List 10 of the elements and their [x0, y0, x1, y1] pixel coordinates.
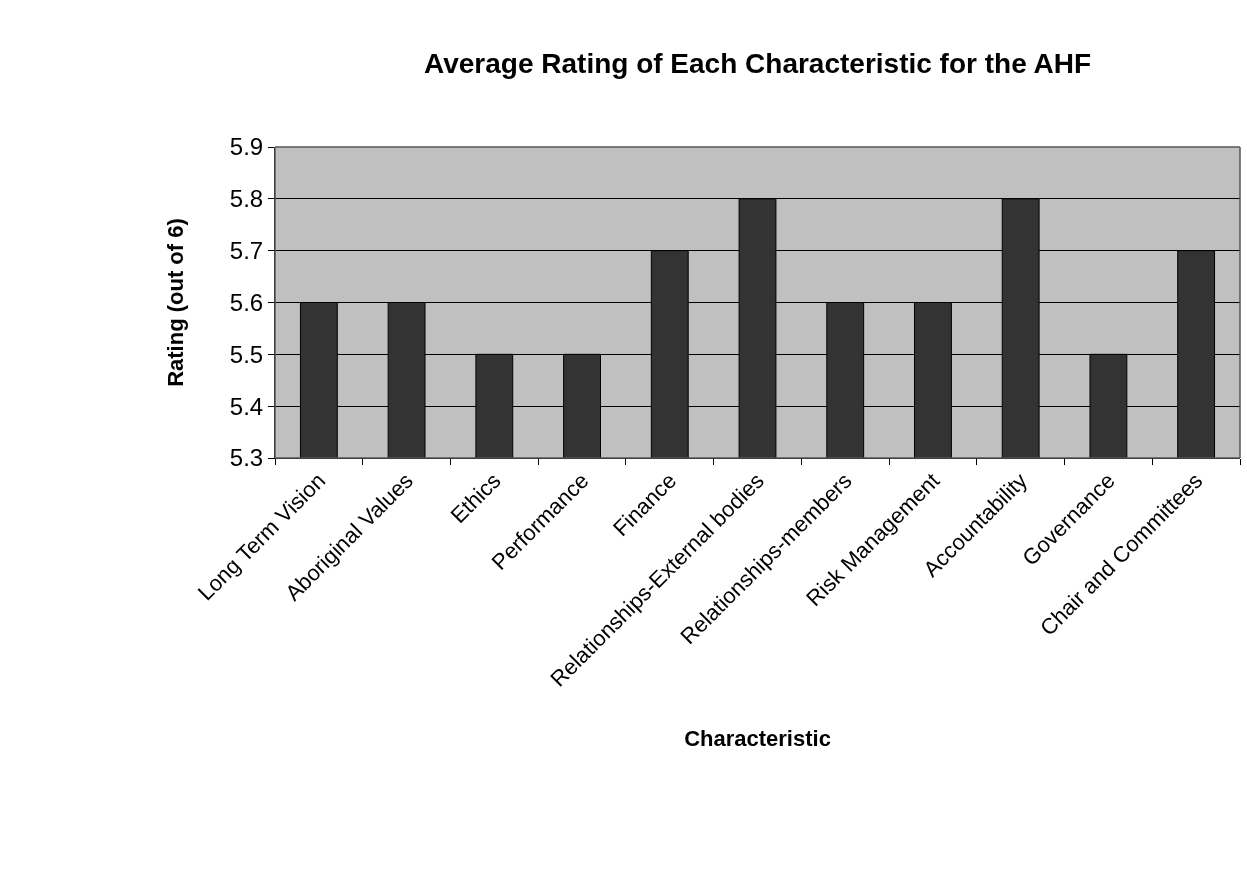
y-tick-label: 5.9	[229, 133, 264, 161]
y-tick-label: 5.8	[229, 185, 264, 213]
y-tick-label: 5.3	[229, 444, 264, 472]
y-tick-label: 5.5	[229, 340, 264, 368]
y-tick-label: 5.4	[229, 392, 264, 420]
y-tick-label: 5.7	[229, 237, 264, 265]
y-tick-label: 5.6	[229, 288, 264, 316]
chart-title: Average Rating of Each Characteristic for the AHF	[424, 47, 1091, 79]
y-axis-title: Rating (out of 6)	[162, 218, 188, 387]
x-axis-title: Characteristic	[684, 726, 831, 752]
